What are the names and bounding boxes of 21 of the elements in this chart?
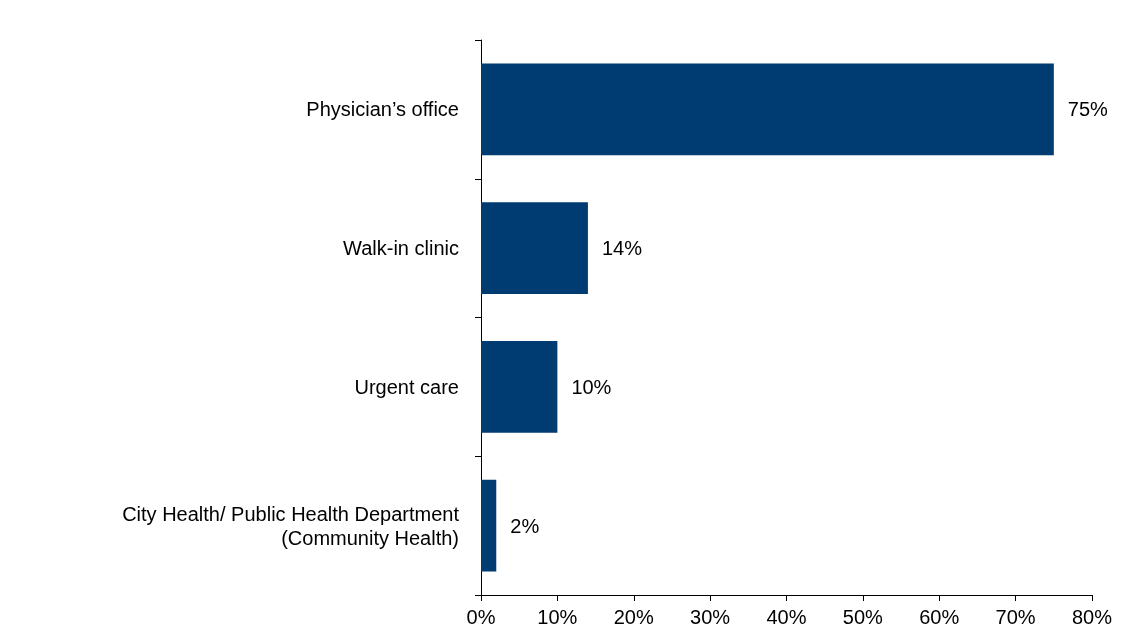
bar bbox=[481, 63, 1054, 156]
x-tick-label: 20% bbox=[613, 606, 654, 628]
y-tick-label: Physician’s office bbox=[306, 98, 459, 121]
x-tick-label: 0% bbox=[466, 606, 496, 628]
x-tick-label: 50% bbox=[842, 606, 884, 628]
data-label: 2% bbox=[510, 514, 540, 537]
bar bbox=[481, 479, 497, 572]
x-tick-label: 40% bbox=[766, 606, 807, 628]
data-label: 10% bbox=[571, 375, 612, 398]
x-tick-label: 80% bbox=[1071, 606, 1113, 628]
bar bbox=[481, 341, 558, 433]
data-label: 75% bbox=[1067, 98, 1109, 121]
y-tick-label: Walk-in clinic bbox=[343, 237, 459, 260]
x-tick-label: 30% bbox=[690, 606, 731, 628]
x-tick-label: 60% bbox=[919, 606, 960, 628]
data-label: 14% bbox=[601, 237, 643, 260]
y-tick-label: Urgent care bbox=[354, 375, 459, 398]
y-tick-label: City Health/ Public Health Department (Community Health) bbox=[122, 502, 460, 549]
bar bbox=[481, 202, 588, 294]
x-tick-label: 10% bbox=[537, 606, 578, 628]
x-tick-label: 70% bbox=[995, 606, 1036, 628]
